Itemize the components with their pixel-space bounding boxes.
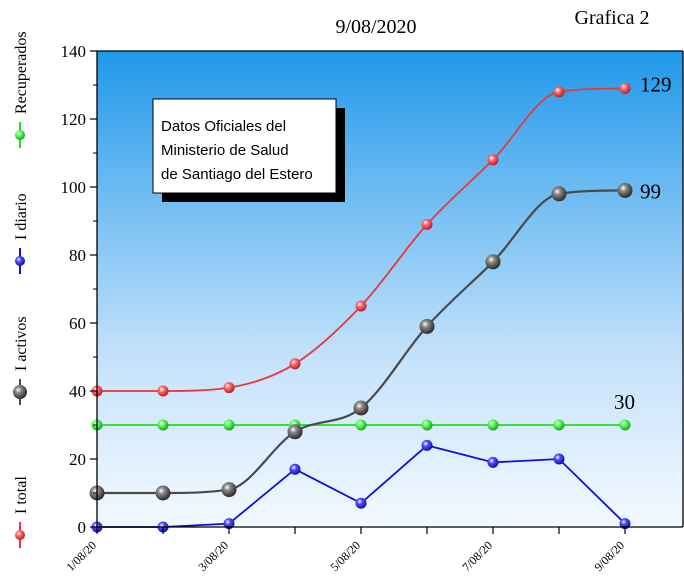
- legend-swatch-marker: [13, 385, 27, 399]
- x-tick-label-8: 9/08/20: [591, 538, 627, 574]
- end-label-recuperados: 30: [614, 390, 635, 414]
- point-recuperados-4: [355, 419, 367, 431]
- point-i-diario-3: [289, 463, 301, 475]
- point-i-diario-6: [487, 456, 499, 468]
- x-tick-label-6: 7/08/20: [459, 538, 495, 574]
- y-tick-label-20: 20: [69, 450, 86, 469]
- point-recuperados-6: [487, 419, 499, 431]
- annotation-line-3: de Santiago del Estero: [161, 166, 313, 183]
- point-recuperados-7: [553, 419, 565, 431]
- point-i-diario-5: [421, 439, 433, 451]
- annotation-box: Datos Oficiales del Ministerio de Salud …: [152, 98, 345, 202]
- point-i-total-3: [289, 358, 301, 370]
- legend-item-i-total: I total: [13, 476, 30, 548]
- end-labels: 129 99 30: [614, 72, 672, 414]
- annotation-line-2: Ministerio de Salud: [161, 142, 289, 159]
- y-axis: 0 20 40 60 80 100 120 140: [61, 42, 97, 537]
- point-i-diario-7: [553, 453, 565, 465]
- x-axis: 1/08/20 3/08/20 5/08/20 7/08/20 9/08/20: [63, 527, 627, 574]
- series-line-i-activos: [96, 189, 626, 495]
- annotation-line-1: Datos Oficiales del: [161, 118, 286, 135]
- legend: I total I activos I diario Recuperados: [13, 31, 30, 548]
- legend-item-i-diario: I diario: [13, 193, 30, 274]
- legend-label: Recuperados: [13, 31, 30, 114]
- point-recuperados-1: [157, 419, 169, 431]
- y-tick-label-140: 140: [61, 42, 87, 61]
- point-i-total-1: [157, 385, 169, 397]
- point-recuperados-2: [223, 419, 235, 431]
- point-i-activos-7: [551, 186, 567, 202]
- point-recuperados-8: [619, 419, 631, 431]
- legend-item-i-activos: I activos: [13, 316, 30, 405]
- y-tick-label-100: 100: [61, 178, 87, 197]
- y-tick-label-0: 0: [78, 518, 87, 537]
- point-recuperados-5: [421, 419, 433, 431]
- legend-swatch-marker: [15, 130, 25, 140]
- end-label-i-total: 129: [640, 72, 672, 96]
- point-i-activos-3: [287, 424, 303, 440]
- legend-swatch-marker: [15, 530, 25, 540]
- point-i-total-7: [553, 86, 565, 98]
- point-i-total-6: [487, 154, 499, 166]
- end-label-i-activos: 99: [640, 179, 661, 203]
- legend-swatch-marker: [15, 256, 25, 266]
- legend-label: I total: [13, 476, 30, 514]
- point-i-activos-8: [617, 182, 633, 198]
- series-markers: [89, 82, 633, 533]
- legend-label: I diario: [13, 193, 30, 240]
- point-i-total-8: [619, 82, 631, 94]
- point-i-total-2: [223, 382, 235, 394]
- x-tick-label-4: 5/08/20: [327, 538, 363, 574]
- y-tick-label-80: 80: [69, 246, 86, 265]
- legend-label: I activos: [13, 316, 30, 371]
- point-i-activos-1: [155, 485, 171, 501]
- x-tick-label-2: 3/08/20: [195, 538, 231, 574]
- y-tick-label-40: 40: [69, 382, 86, 401]
- point-i-activos-5: [419, 318, 435, 334]
- legend-item-recuperados: Recuperados: [13, 31, 30, 148]
- corner-label: Grafica 2: [575, 7, 650, 29]
- chart-title: 9/08/2020: [335, 16, 416, 38]
- y-tick-label-120: 120: [61, 110, 87, 129]
- annotation-panel: [152, 98, 337, 194]
- y-tick-label-60: 60: [69, 314, 86, 333]
- point-i-activos-4: [353, 400, 369, 416]
- point-i-total-5: [421, 218, 433, 230]
- point-i-activos-2: [221, 482, 237, 498]
- point-i-diario-4: [355, 497, 367, 509]
- series-line-i-total: [97, 87, 626, 392]
- x-tick-label-0: 1/08/20: [63, 538, 99, 574]
- point-i-activos-6: [485, 254, 501, 270]
- point-i-total-4: [355, 300, 367, 312]
